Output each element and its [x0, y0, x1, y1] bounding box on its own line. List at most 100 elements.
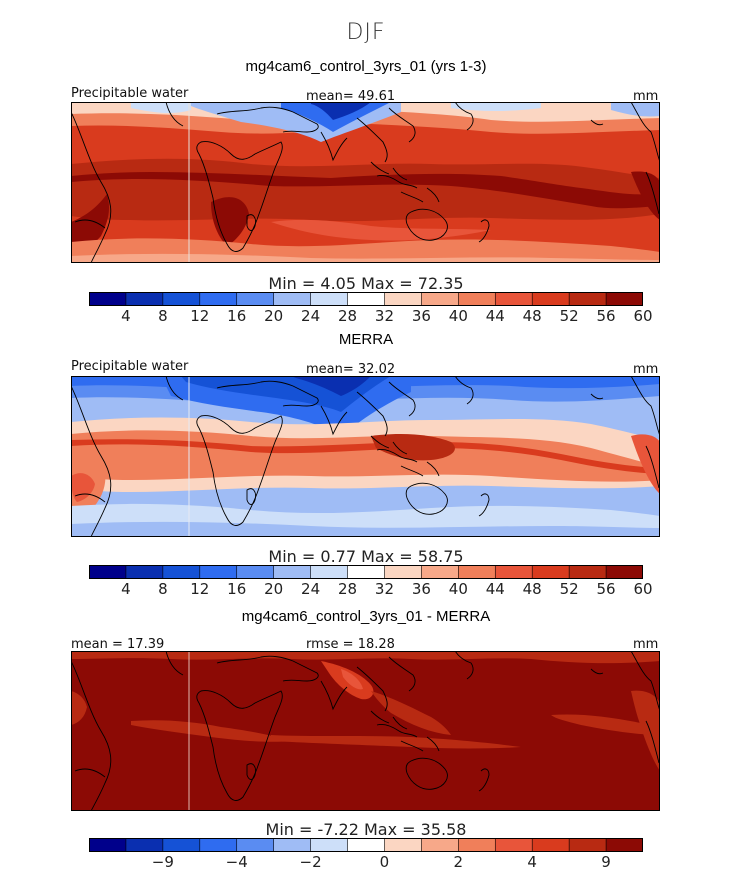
- panel-2-title: MERRA: [338, 331, 394, 348]
- panel-3-title: mg4cam6_control_3yrs_01 - MERRA: [241, 608, 491, 625]
- panel-1-variable-label: Precipitable water: [71, 86, 189, 101]
- colorbar-swatch: [162, 292, 201, 306]
- colorbar-tick-label: 12: [190, 580, 210, 598]
- colorbar-swatch: [568, 565, 607, 579]
- colorbar-tick-label: 4: [527, 853, 537, 871]
- panel-3-colorbar: [89, 838, 643, 852]
- colorbar-swatch: [421, 838, 460, 852]
- panel-1-units-label: mm: [633, 89, 659, 104]
- panel-2-colorbar: [89, 565, 643, 579]
- colorbar-swatch: [494, 565, 533, 579]
- panel-3-mean-label: mean = 17.39: [71, 637, 165, 652]
- colorbar-swatch: [236, 292, 275, 306]
- colorbar-swatch: [273, 838, 312, 852]
- colorbar-swatch: [384, 838, 423, 852]
- panel-2-variable-label: Precipitable water: [71, 359, 189, 374]
- colorbar-tick-label: 52: [559, 307, 579, 325]
- colorbar-swatch: [421, 292, 460, 306]
- colorbar-tick-label: 4: [121, 307, 131, 325]
- colorbar-tick-label: 16: [227, 580, 247, 598]
- colorbar-outline: [89, 292, 643, 306]
- colorbar-swatch: [162, 565, 201, 579]
- panel-3-min-max: Min = -7.22 Max = 35.58: [265, 820, 467, 839]
- panel-1-map: [71, 102, 660, 263]
- colorbar-tick-label: 60: [633, 307, 653, 325]
- colorbar-tick-label: 56: [596, 580, 616, 598]
- colorbar-swatch: [89, 565, 127, 579]
- colorbar-swatch: [273, 292, 312, 306]
- colorbar-tick-label: 44: [485, 580, 505, 598]
- panel-3-colorbar-labels: −9 −4 −2 0 2 4 9: [0, 853, 732, 873]
- colorbar-tick-label: −9: [151, 853, 174, 871]
- panel-1-frame: [71, 102, 660, 263]
- colorbar-swatch: [494, 292, 533, 306]
- colorbar-swatch: [125, 565, 164, 579]
- colorbar-tick-label: 20: [264, 580, 284, 598]
- colorbar-swatch: [199, 292, 238, 306]
- panel-2-map: [71, 376, 660, 537]
- panel-1-coastlines: [71, 102, 660, 263]
- colorbar-tick-label: 8: [158, 580, 168, 598]
- colorbar-tick-label: 2: [453, 853, 464, 871]
- colorbar-swatch: [568, 838, 607, 852]
- panel-2-units-label: mm: [633, 362, 659, 377]
- colorbar-tick-label: 16: [227, 307, 247, 325]
- colorbar-tick-label: 24: [301, 307, 321, 325]
- panel-2-colorbar-labels: 4 8 12 16 20 24 28 32 36 40 44 48 52 56 60: [0, 580, 732, 600]
- colorbar-swatch: [531, 292, 570, 306]
- colorbar-tick-label: 40: [448, 580, 468, 598]
- panel-2-mean-label: mean= 32.02: [306, 362, 396, 377]
- colorbar-swatch: [347, 292, 386, 306]
- colorbar-outline: [89, 565, 643, 579]
- figure-title: DJF: [346, 20, 386, 45]
- colorbar-swatch: [347, 565, 386, 579]
- panel-1-field: [71, 102, 660, 263]
- panel-1-mean-label: mean= 49.61: [306, 89, 396, 104]
- colorbar-swatch: [384, 565, 423, 579]
- colorbar-tick-label: 0: [379, 853, 390, 871]
- colorbar-swatch: [531, 565, 570, 579]
- colorbar-swatch: [384, 292, 423, 306]
- colorbar-swatch: [458, 292, 497, 306]
- colorbar-swatch: [605, 838, 643, 852]
- colorbar-tick-label: 12: [190, 307, 210, 325]
- colorbar-swatch: [273, 565, 312, 579]
- colorbar-swatch: [125, 838, 164, 852]
- panel-1-min-max: Min = 4.05 Max = 72.35: [268, 274, 464, 293]
- panel-2-frame: [71, 376, 660, 537]
- colorbar-tick-label: 32: [374, 307, 394, 325]
- colorbar-tick-label: 60: [633, 580, 653, 598]
- colorbar-swatch: [605, 565, 643, 579]
- colorbar-swatch: [89, 292, 127, 306]
- panel-2-coastlines: [71, 376, 660, 537]
- colorbar-tick-label: 36: [411, 580, 431, 598]
- colorbar-swatch: [236, 838, 275, 852]
- colorbar-swatch: [89, 838, 127, 852]
- panel-1-title: mg4cam6_control_3yrs_01 (yrs 1-3): [245, 58, 487, 75]
- colorbar-tick-label: 32: [374, 580, 394, 598]
- panel-3-field: [71, 651, 660, 811]
- colorbar-swatch: [605, 292, 643, 306]
- colorbar-tick-label: 28: [337, 580, 358, 598]
- panel-3-units-label: mm: [633, 637, 659, 652]
- colorbar-tick-label: 20: [264, 307, 284, 325]
- colorbar-tick-label: 48: [522, 307, 542, 325]
- colorbar-tick-label: 24: [301, 580, 321, 598]
- panel-1-colorbar: [89, 292, 643, 306]
- panel-3-coastlines: [71, 651, 660, 811]
- colorbar-swatch: [347, 838, 386, 852]
- colorbar-tick-label: 4: [121, 580, 131, 598]
- colorbar-swatch: [531, 838, 570, 852]
- colorbar-swatch: [199, 838, 238, 852]
- colorbar-tick-label: 28: [337, 307, 358, 325]
- colorbar-swatch: [236, 565, 275, 579]
- panel-3-map: [71, 651, 660, 811]
- colorbar-tick-label: 44: [485, 307, 505, 325]
- colorbar-swatch: [458, 565, 497, 579]
- colorbar-swatch: [125, 292, 164, 306]
- panel-3-rmse-label: rmse = 18.28: [306, 637, 395, 652]
- colorbar-tick-label: 56: [596, 307, 616, 325]
- colorbar-tick-label: 52: [559, 580, 579, 598]
- colorbar-tick-label: 9: [601, 853, 611, 871]
- colorbar-tick-label: 48: [522, 580, 542, 598]
